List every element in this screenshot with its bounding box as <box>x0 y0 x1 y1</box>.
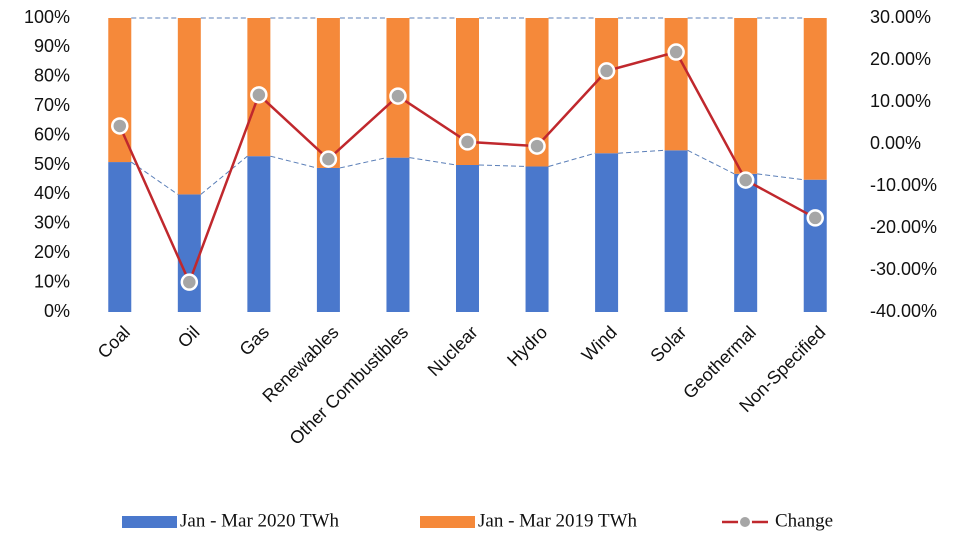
series-line <box>757 173 804 181</box>
x-tick-label: Wind <box>578 322 621 365</box>
series-line <box>270 155 318 169</box>
bar <box>316 167 340 312</box>
bar <box>316 18 340 168</box>
x-tick-label: Hydro <box>503 322 551 370</box>
bar <box>734 18 758 174</box>
x-tick-label: Nuclear <box>424 322 482 380</box>
y2-tick-label: -30.00% <box>870 259 937 279</box>
bar <box>386 157 410 312</box>
bar <box>595 18 619 154</box>
x-tick-label: Coal <box>94 322 134 362</box>
series-line <box>478 164 526 167</box>
bar <box>664 18 688 151</box>
change-marker <box>250 86 268 104</box>
bar <box>108 18 132 163</box>
y-tick-label: 90% <box>34 36 70 56</box>
legend-label: Change <box>775 510 833 531</box>
bar <box>595 153 619 312</box>
change-marker <box>389 87 407 105</box>
y-tick-label: 40% <box>34 183 70 203</box>
bar <box>108 162 132 312</box>
bar <box>177 18 201 195</box>
series-line <box>339 157 387 169</box>
change-marker <box>667 43 685 61</box>
bar <box>664 150 688 312</box>
series-line <box>687 149 735 175</box>
bar <box>456 18 479 165</box>
series-line <box>618 149 665 154</box>
bar <box>177 194 201 312</box>
x-tick-label: Oil <box>174 322 204 352</box>
bar <box>803 18 827 180</box>
y-tick-label: 10% <box>34 271 70 291</box>
legend-label: Jan - Mar 2020 TWh <box>180 510 340 531</box>
y-tick-label: 50% <box>34 154 70 174</box>
x-tick-label: Solar <box>646 322 690 366</box>
y-tick-label: 80% <box>34 66 70 86</box>
legend-marker <box>738 515 752 529</box>
y-tick-label: 30% <box>34 213 70 233</box>
legend-label: Jan - Mar 2019 TWh <box>478 510 638 531</box>
bar <box>734 173 758 312</box>
bar <box>525 18 549 167</box>
series-line <box>548 152 596 167</box>
y2-tick-label: 0.00% <box>870 133 921 153</box>
change-marker <box>319 150 338 168</box>
y2-tick-label: -20.00% <box>870 217 937 237</box>
y2-tick-label: 30.00% <box>870 7 931 27</box>
bar <box>247 156 271 312</box>
y2-tick-label: -10.00% <box>870 175 937 195</box>
bar <box>803 179 827 312</box>
legend-swatch <box>122 516 177 528</box>
y2-tick-label: -40.00% <box>870 301 937 321</box>
series-line <box>409 157 457 166</box>
legend-swatch <box>420 516 475 528</box>
change-marker <box>806 209 824 227</box>
y2-tick-label: 10.00% <box>870 91 931 111</box>
y-tick-label: 70% <box>34 95 70 115</box>
change-marker <box>458 133 477 151</box>
change-marker <box>597 62 616 80</box>
y-tick-label: 20% <box>34 242 70 262</box>
change-marker <box>528 137 546 155</box>
change-marker <box>736 171 755 189</box>
change-marker <box>180 273 199 291</box>
bar <box>525 166 549 312</box>
y-tick-label: 100% <box>24 7 70 27</box>
x-tick-label: Gas <box>236 322 273 359</box>
y2-tick-label: 20.00% <box>870 49 931 69</box>
series-line <box>200 155 248 195</box>
x-tick-label: Other Combustibles <box>286 322 413 449</box>
bar <box>456 165 479 312</box>
y-tick-label: 60% <box>34 124 70 144</box>
y-tick-label: 0% <box>44 301 70 321</box>
change-marker <box>111 117 129 135</box>
